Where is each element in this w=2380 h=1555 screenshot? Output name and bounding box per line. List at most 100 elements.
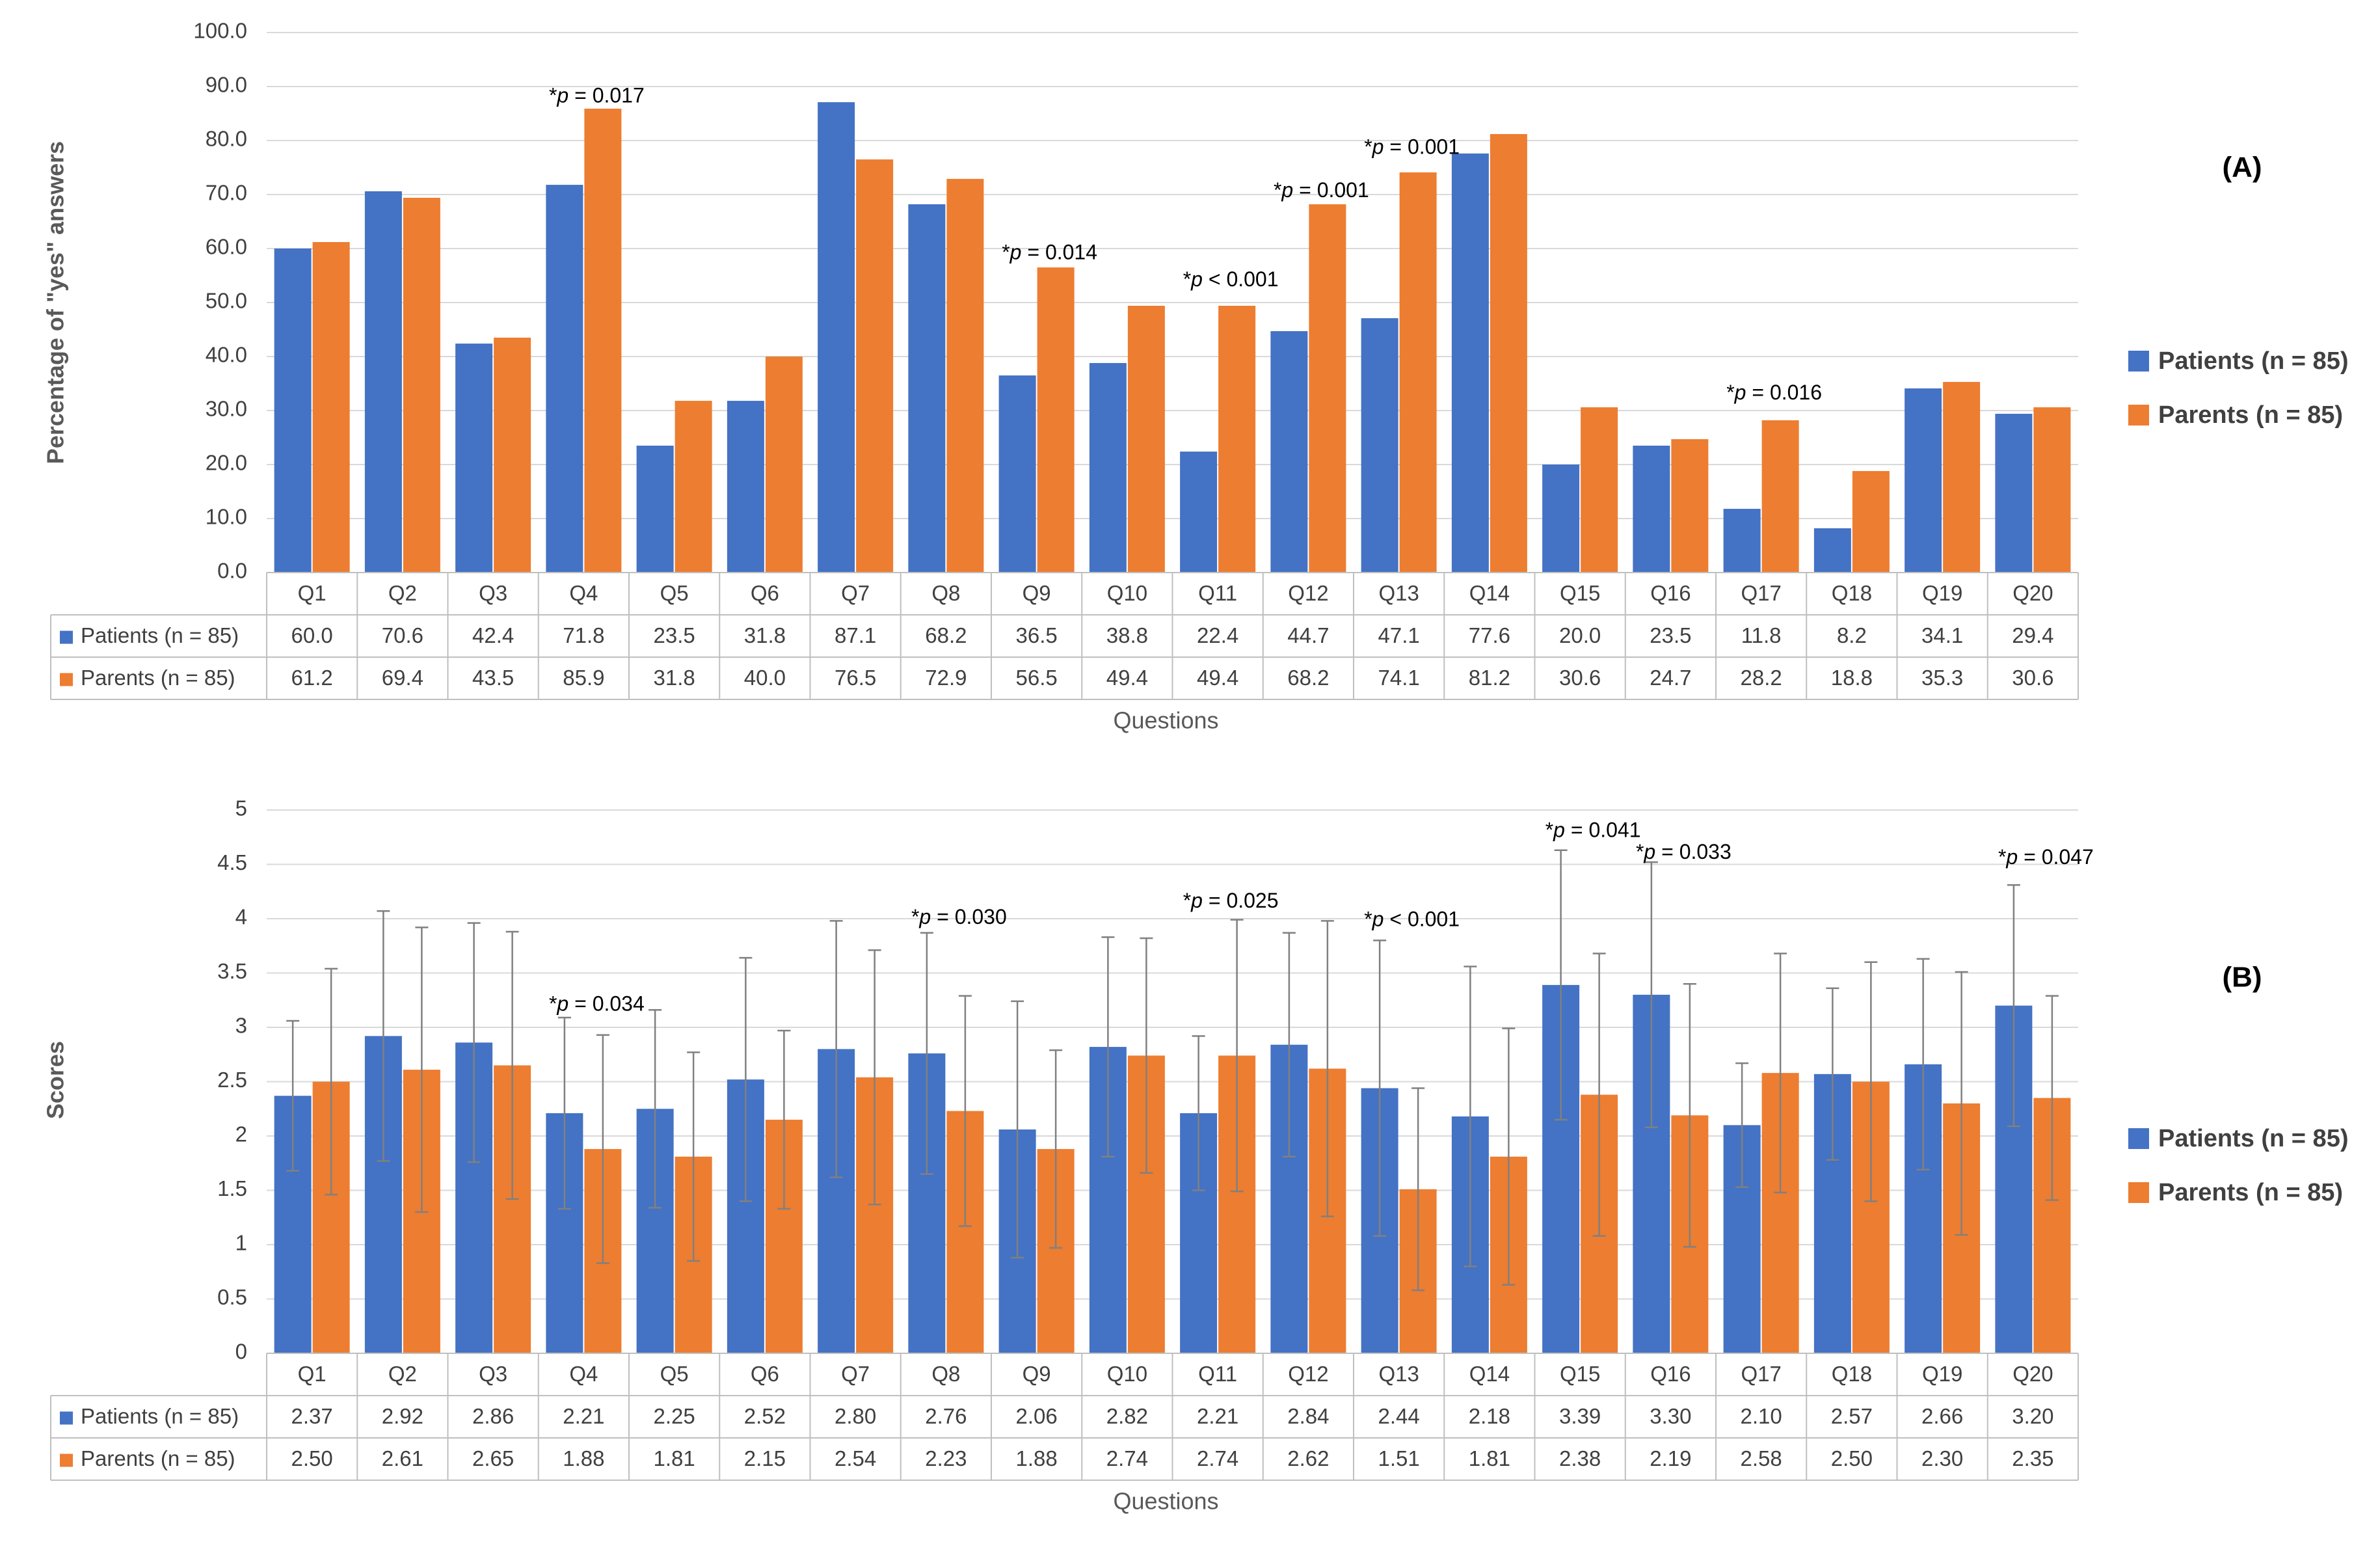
- table-cell-value: 3.20: [2012, 1404, 2053, 1428]
- annotation-p-value: = 0.017: [568, 84, 645, 107]
- x-tick-label: Q3: [479, 1362, 507, 1386]
- x-tick-label: Q16: [1650, 1362, 1691, 1386]
- data-table: Q1 60.0 61.2 Q2 70.6 69.4 Q3 42.4 43.5 Q4 71.8 85.9…: [50, 572, 2079, 700]
- table-cell-value: 30.6: [2012, 666, 2053, 690]
- x-tick-label: Q5: [660, 1362, 689, 1386]
- significance-annotation: *p = 0.030: [911, 905, 1007, 928]
- bar-patients: [364, 191, 402, 573]
- significance-annotation: *p < 0.001: [1183, 267, 1279, 291]
- panel-label: (A): [2222, 152, 2262, 183]
- y-tick-label: 3: [235, 1014, 247, 1038]
- table-legend-key-patients: [60, 630, 73, 644]
- table-cell-value: 2.84: [1287, 1404, 1329, 1428]
- table-cell-value: 49.4: [1106, 666, 1148, 690]
- table-cell-value: 3.39: [1559, 1404, 1601, 1428]
- bar-patients: [546, 185, 583, 573]
- bar-patients: [1089, 362, 1127, 573]
- bar-patients: [1813, 528, 1851, 573]
- table-cell-value: 2.66: [1921, 1404, 1963, 1428]
- bar-parents: [2033, 407, 2071, 573]
- x-axis-title: Questions: [1113, 707, 1218, 734]
- bar-patients: [1905, 388, 1942, 573]
- data-table: Q1 2.37 2.50 Q2 2.92 2.61 Q3 2.86 2.65 Q4 2.21 1.88…: [50, 1353, 2079, 1481]
- chart-panel-b: 0 0.5 1 1.5 2 2.5 3 3.5 4 4.5 5 Scores Q1 2.37 2.50 Q2 2…: [42, 796, 2349, 1515]
- annotation-p-value: = 0.034: [568, 992, 645, 1016]
- table-cell-value: 2.61: [382, 1446, 423, 1470]
- table-cell-value: 18.8: [1831, 666, 1873, 690]
- x-tick-label: Q12: [1288, 1362, 1328, 1386]
- annotation-p-value: = 0.025: [1203, 889, 1279, 912]
- table-cell-value: 43.5: [472, 666, 514, 690]
- legend-label: Parents (n = 85): [2158, 401, 2343, 429]
- table-cell-value: 2.21: [563, 1404, 604, 1428]
- annotation-p-symbol: p: [1553, 818, 1565, 842]
- annotation-p-value: = 0.001: [1293, 178, 1369, 202]
- significance-annotation: *p = 0.033: [1636, 840, 1732, 863]
- table-row-header: Patients (n = 85): [81, 1404, 239, 1428]
- annotation-p-value: = 0.033: [1655, 840, 1732, 863]
- table-cell-value: 8.2: [1837, 623, 1867, 647]
- table-cell-value: 31.8: [744, 623, 786, 647]
- x-tick-label: Q18: [1832, 581, 1872, 605]
- table-cell-value: 22.4: [1197, 623, 1238, 647]
- x-tick-label: Q10: [1107, 581, 1147, 605]
- table-cell-value: 2.74: [1106, 1446, 1148, 1470]
- x-tick-label: Q18: [1832, 1362, 1872, 1386]
- table-cell-value: 2.54: [835, 1446, 876, 1470]
- y-axis-title: Percentage of "yes" answers: [42, 141, 69, 464]
- y-axis-title: Scores: [42, 1041, 69, 1119]
- x-tick-label: Q9: [1023, 581, 1051, 605]
- table-cell-value: 1.51: [1378, 1446, 1420, 1470]
- legend-key-patients: [2128, 351, 2149, 372]
- table-cell-value: 23.5: [654, 623, 695, 647]
- table-cell-value: 34.1: [1921, 623, 1963, 647]
- annotation-p-symbol: p: [918, 905, 931, 928]
- annotation-asterisk: *: [1183, 267, 1191, 291]
- y-tick-label: 2.5: [217, 1068, 247, 1092]
- bar-parents: [494, 337, 531, 573]
- y-tick-label: 3.5: [217, 959, 247, 983]
- table-cell-value: 11.8: [1741, 623, 1782, 647]
- table-cell-value: 2.74: [1197, 1446, 1238, 1470]
- x-tick-label: Q11: [1198, 1362, 1237, 1386]
- x-tick-label: Q16: [1650, 581, 1691, 605]
- bar-parents: [1490, 134, 1527, 573]
- x-tick-label: Q20: [2012, 1362, 2053, 1386]
- table-cell-value: 68.2: [925, 623, 967, 647]
- significance-annotation: *p = 0.001: [1274, 178, 1369, 202]
- y-tick-label: 20.0: [206, 451, 247, 475]
- chart-panel-a: 0.0 10.0 20.0 30.0 40.0 50.0 60.0 70.0 80.0 90.0 1…: [42, 19, 2349, 734]
- annotation-asterisk: *: [1726, 381, 1734, 405]
- y-tick-label: 40.0: [206, 343, 247, 367]
- table-cell-value: 60.0: [291, 623, 333, 647]
- table-cell-value: 2.44: [1378, 1404, 1420, 1428]
- x-tick-label: Q9: [1023, 1362, 1051, 1386]
- table-cell-value: 74.1: [1378, 666, 1420, 690]
- table-cell-value: 44.7: [1287, 623, 1329, 647]
- table-cell-value: 2.92: [382, 1404, 423, 1428]
- table-cell-value: 40.0: [744, 666, 786, 690]
- significance-annotation: *p = 0.001: [1364, 135, 1460, 159]
- x-tick-label: Q11: [1198, 581, 1237, 605]
- bar-parents: [584, 109, 622, 573]
- bar-parents: [765, 357, 803, 573]
- table-cell-value: 29.4: [2012, 623, 2053, 647]
- table-cell-value: 2.15: [744, 1446, 786, 1470]
- table-cell-value: 2.52: [744, 1404, 786, 1428]
- bar-parents: [1761, 420, 1799, 573]
- annotation-asterisk: *: [549, 992, 557, 1016]
- x-tick-label: Q4: [569, 1362, 598, 1386]
- y-tick-label: 1: [235, 1231, 247, 1255]
- x-tick-label: Q19: [1922, 1362, 1962, 1386]
- legend-label: Patients (n = 85): [2158, 347, 2348, 375]
- y-tick-label: 4: [235, 905, 247, 929]
- annotation-p-value: = 0.041: [1565, 818, 1641, 842]
- annotation-p-symbol: p: [1281, 178, 1293, 202]
- annotation-p-value: = 0.047: [2018, 846, 2094, 869]
- bar-patients: [1723, 509, 1761, 573]
- x-tick-label: Q8: [931, 1362, 960, 1386]
- annotation-p-symbol: p: [1372, 135, 1384, 159]
- table-cell-value: 35.3: [1921, 666, 1963, 690]
- table-cell-value: 70.6: [382, 623, 423, 647]
